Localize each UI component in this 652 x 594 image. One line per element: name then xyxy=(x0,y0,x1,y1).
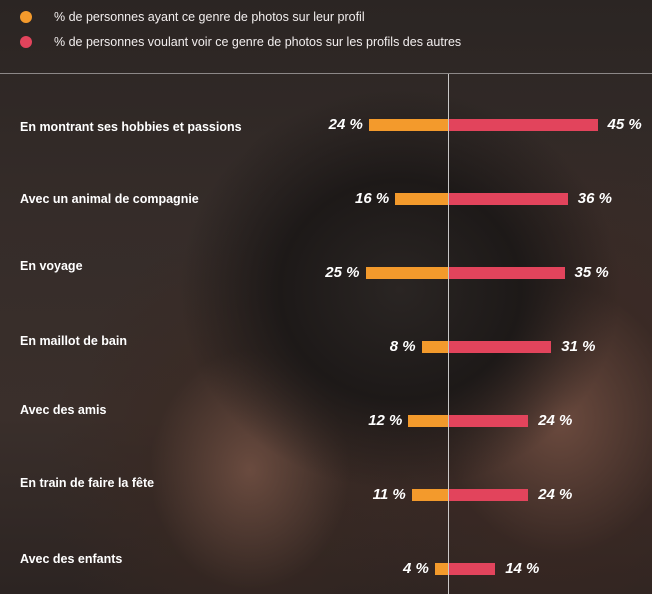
bar-own-profile-avec-des-amis xyxy=(408,415,448,427)
legend-divider xyxy=(0,73,652,74)
category-label-avec-un-animal-de-compagnie: Avec un animal de compagnie xyxy=(20,192,199,206)
category-label-avec-des-enfants: Avec des enfants xyxy=(20,552,123,566)
legend-label-others-profiles: % de personnes voulant voir ce genre de … xyxy=(54,35,462,49)
legend-label-own-profile: % de personnes ayant ce genre de photos … xyxy=(54,10,365,24)
category-label-en-voyage: En voyage xyxy=(20,259,83,273)
value-label-others-profiles-en-montrant-ses-hobbies-et-passions: 45 % xyxy=(607,116,642,133)
value-label-others-profiles-en-voyage: 35 % xyxy=(574,264,609,281)
value-label-others-profiles-en-maillot-de-bain: 31 % xyxy=(561,338,596,355)
legend-swatch-own-profile xyxy=(20,11,32,23)
bar-own-profile-en-montrant-ses-hobbies-et-passions xyxy=(368,119,448,131)
bar-others-profiles-avec-des-enfants xyxy=(449,563,496,575)
legend-item-others-profiles: % de personnes voulant voir ce genre de … xyxy=(20,35,461,49)
value-label-others-profiles-avec-des-enfants: 14 % xyxy=(505,560,540,577)
value-label-others-profiles-avec-un-animal-de-compagnie: 36 % xyxy=(577,190,612,207)
bar-own-profile-en-maillot-de-bain xyxy=(421,341,448,353)
bar-own-profile-en-voyage xyxy=(365,267,448,279)
bar-others-profiles-en-train-de-faire-la-fete xyxy=(449,489,529,501)
value-label-own-profile-en-maillot-de-bain: 8 % xyxy=(389,338,416,355)
bar-own-profile-avec-des-enfants xyxy=(434,563,448,575)
bar-others-profiles-avec-un-animal-de-compagnie xyxy=(449,193,568,205)
category-label-en-maillot-de-bain: En maillot de bain xyxy=(20,334,127,348)
value-label-own-profile-avec-des-amis: 12 % xyxy=(368,412,403,429)
value-label-own-profile-avec-un-animal-de-compagnie: 16 % xyxy=(355,190,390,207)
bar-own-profile-en-train-de-faire-la-fete xyxy=(411,489,448,501)
legend-swatch-others-profiles xyxy=(20,36,32,48)
category-label-avec-des-amis: Avec des amis xyxy=(20,403,107,417)
legend-item-own-profile: % de personnes ayant ce genre de photos … xyxy=(20,10,365,24)
value-label-others-profiles-avec-des-amis: 24 % xyxy=(538,412,573,429)
bar-others-profiles-avec-des-amis xyxy=(449,415,529,427)
center-axis-line xyxy=(448,74,449,594)
category-label-en-train-de-faire-la-fete: En train de faire la fête xyxy=(20,476,155,490)
value-label-own-profile-en-montrant-ses-hobbies-et-passions: 24 % xyxy=(328,116,363,133)
value-label-own-profile-en-train-de-faire-la-fete: 11 % xyxy=(372,486,406,503)
value-label-own-profile-en-voyage: 25 % xyxy=(325,264,360,281)
bar-others-profiles-en-maillot-de-bain xyxy=(449,341,552,353)
value-label-own-profile-avec-des-enfants: 4 % xyxy=(402,560,429,577)
bar-others-profiles-en-montrant-ses-hobbies-et-passions xyxy=(449,119,598,131)
value-label-others-profiles-en-train-de-faire-la-fete: 24 % xyxy=(538,486,573,503)
bar-own-profile-avec-un-animal-de-compagnie xyxy=(395,193,448,205)
category-label-en-montrant-ses-hobbies-et-passions: En montrant ses hobbies et passions xyxy=(20,120,242,134)
bar-others-profiles-en-voyage xyxy=(449,267,565,279)
